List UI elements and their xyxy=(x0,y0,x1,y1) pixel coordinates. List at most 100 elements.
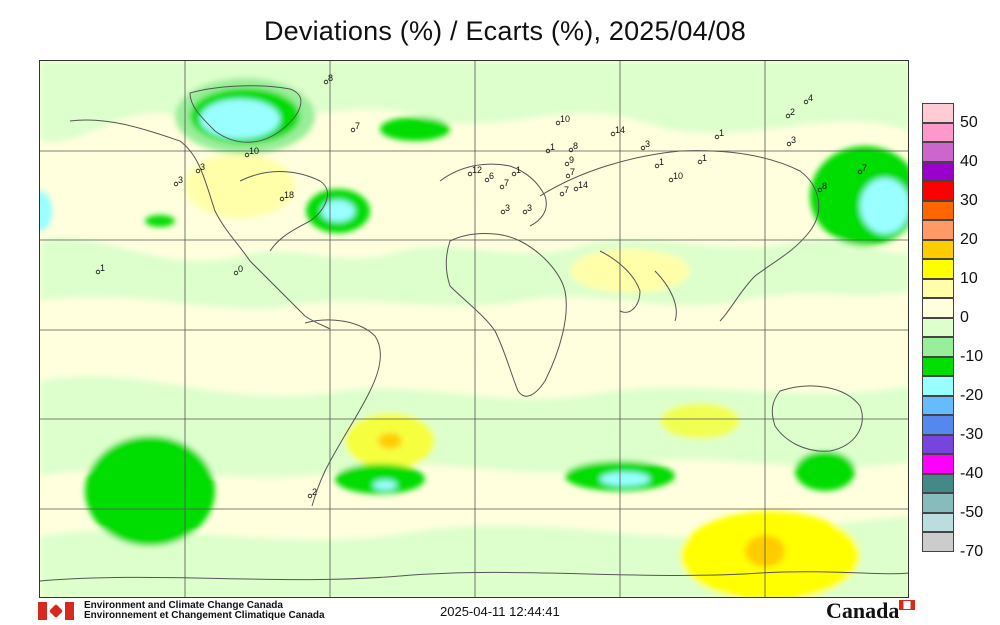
legend-swatch xyxy=(922,161,954,181)
anomaly-indian-ocean xyxy=(660,403,740,439)
legend-tick-label: -20 xyxy=(960,387,984,404)
station-marker xyxy=(564,161,570,167)
station-marker xyxy=(610,131,616,137)
legend-swatch xyxy=(922,337,954,357)
legend-swatch xyxy=(922,259,954,279)
station-label: 0 xyxy=(238,264,243,274)
station-label: 3 xyxy=(178,175,183,185)
field-band-southern xyxy=(40,376,908,478)
legend-tick-label: 30 xyxy=(960,192,978,209)
station-marker xyxy=(350,127,356,133)
field-band-subtropics xyxy=(40,238,908,310)
legend-swatch xyxy=(922,142,954,162)
station-label: 3 xyxy=(791,135,796,145)
station-marker xyxy=(785,113,791,119)
station-marker xyxy=(500,209,506,215)
station-label: 7 xyxy=(862,163,867,173)
station-label: 1 xyxy=(659,157,664,167)
station-label: 1 xyxy=(702,153,707,163)
legend-swatch xyxy=(922,356,954,376)
department-name-fr: Environnement et Changement Climatique C… xyxy=(84,610,325,621)
station-marker xyxy=(173,181,179,187)
anomaly-southeast-pacific xyxy=(85,436,215,546)
station-label: 3 xyxy=(505,203,510,213)
station-marker xyxy=(817,187,823,193)
station-marker xyxy=(568,147,574,153)
station-marker xyxy=(573,186,579,192)
legend-swatch xyxy=(922,220,954,240)
coast-northeast-america xyxy=(239,171,328,252)
legend-swatch xyxy=(922,181,954,201)
timestamp: 2025-04-11 12:44:41 xyxy=(440,604,560,619)
legend-swatch xyxy=(922,454,954,474)
station-marker xyxy=(697,159,703,165)
station-marker xyxy=(654,163,660,169)
station-label: 7 xyxy=(504,178,509,188)
wordmark-flag-icon xyxy=(899,600,915,610)
legend-tick-label: 40 xyxy=(960,153,978,170)
anomaly-south-atlantic-core xyxy=(378,433,402,449)
anomaly-south-atlantic-low xyxy=(335,464,425,494)
anomaly-greenland-core xyxy=(200,99,280,139)
station-label: 2 xyxy=(312,487,317,497)
station-marker xyxy=(640,145,646,151)
coast-africa xyxy=(445,233,567,397)
legend-tick-label: 20 xyxy=(960,231,978,248)
coast-south-america xyxy=(304,319,381,507)
legend-tick-label: -10 xyxy=(960,348,984,365)
station-label: 3 xyxy=(527,203,532,213)
legend-tick-label: 10 xyxy=(960,270,978,287)
station-label: 1 xyxy=(516,165,521,175)
canada-wordmark: Canada xyxy=(826,598,900,623)
lat-lon-grid xyxy=(40,61,908,597)
station-marker xyxy=(499,184,505,190)
anomaly-east-pacific xyxy=(145,215,175,227)
anomaly-norwegian-sea xyxy=(380,117,450,141)
legend-swatch xyxy=(922,317,954,337)
station-marker xyxy=(323,79,329,85)
station-label: 8 xyxy=(328,73,333,83)
station-label: 12 xyxy=(472,165,482,175)
station-marker xyxy=(95,269,101,275)
station-marker xyxy=(511,171,517,177)
station-label: 1 xyxy=(550,142,555,152)
deviation-map: 8 7 10 3 3 18 1 0 10 14 1 2 4 3 3 1 1 10 7 8 8 1 9 7 14 7 3 12 6 7 1 3 2 xyxy=(39,60,909,598)
maple-leaf-icon xyxy=(48,603,64,619)
legend-swatch xyxy=(922,122,954,142)
legend-tick-label: 50 xyxy=(960,114,978,131)
legend-swatch xyxy=(922,415,954,435)
station-marker xyxy=(233,270,239,276)
legend-swatch xyxy=(922,200,954,220)
legend-swatch xyxy=(922,298,954,318)
coast-australia xyxy=(771,385,863,452)
coast-greenland xyxy=(189,85,302,143)
station-label: 10 xyxy=(560,114,570,124)
legend-tick-label: -50 xyxy=(960,504,984,521)
station-marker xyxy=(857,169,863,175)
legend-swatch xyxy=(922,103,954,123)
station-label: 10 xyxy=(673,171,683,181)
legend-swatch xyxy=(922,376,954,396)
station-marker xyxy=(555,120,561,126)
canada-flag-icon xyxy=(38,602,74,620)
station-label: 14 xyxy=(578,180,588,190)
station-label: 7 xyxy=(564,185,569,195)
station-label: 6 xyxy=(489,171,494,181)
station-label: 8 xyxy=(822,181,827,191)
legend-swatch xyxy=(922,512,954,532)
anomaly-north-pacific-core xyxy=(860,178,908,234)
station-marker xyxy=(559,191,565,197)
legend-swatch xyxy=(922,434,954,454)
station-label: 7 xyxy=(355,121,360,131)
station-marker xyxy=(467,171,473,177)
anomaly-south-indian-core xyxy=(600,472,650,486)
station-marker xyxy=(522,209,528,215)
legend-swatch xyxy=(922,395,954,415)
anomaly-tasman xyxy=(795,451,855,491)
legend-tick-label: -30 xyxy=(960,426,984,443)
legend-tick-label: -70 xyxy=(960,543,984,560)
anomaly-west-edge xyxy=(40,191,52,231)
coast-arabia xyxy=(599,250,641,313)
legend-swatch xyxy=(922,532,954,552)
